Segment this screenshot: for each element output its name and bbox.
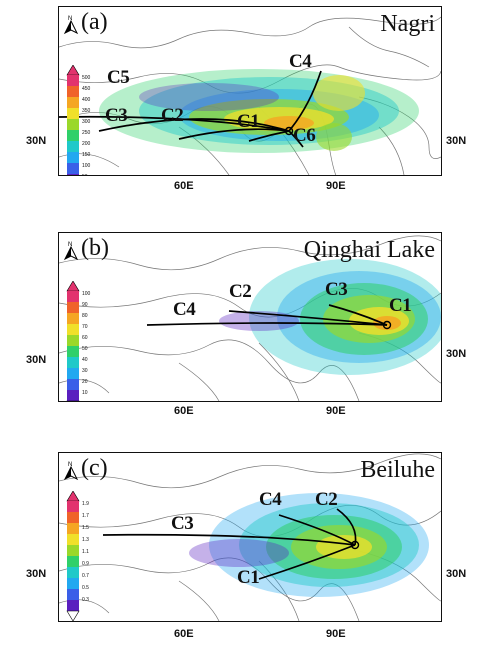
colorbar-tick: 250 bbox=[82, 130, 91, 136]
cluster-label: C1 bbox=[237, 567, 260, 588]
site-marker-c bbox=[350, 540, 360, 550]
north-arrow-icon-a: N bbox=[63, 13, 79, 35]
svg-text:N: N bbox=[68, 16, 72, 22]
panel-a-map: N (a) Nagri 500 450 400 350 300 250 200 … bbox=[58, 6, 442, 176]
cluster-paths-b bbox=[146, 304, 388, 326]
colorbar-a bbox=[65, 65, 81, 175]
lon-label-a-90e: 90E bbox=[326, 180, 346, 192]
colorbar-tick: 30 bbox=[82, 368, 88, 374]
cluster-label: C3 bbox=[105, 105, 128, 126]
lat-label-a-right: 30N bbox=[446, 135, 467, 147]
colorbar-tick: 0.9 bbox=[82, 561, 89, 567]
colorbar-tick: 50 bbox=[82, 174, 88, 175]
north-arrow-icon-c: N bbox=[63, 459, 79, 481]
colorbar-tick: 0.5 bbox=[82, 585, 89, 591]
colorbar-tick: 100 bbox=[82, 291, 91, 297]
colorbar-tick: 20 bbox=[82, 379, 88, 385]
cluster-label: C1 bbox=[389, 295, 412, 316]
cluster-label: C5 bbox=[107, 67, 130, 88]
colorbar-tick: 450 bbox=[82, 86, 91, 92]
colorbar-tick: 150 bbox=[82, 152, 91, 158]
colorbar-tick: 60 bbox=[82, 335, 88, 341]
cluster-label: C2 bbox=[161, 105, 184, 126]
lon-label-b-60e: 60E bbox=[174, 405, 194, 417]
panel-label-c: (c) bbox=[81, 455, 108, 481]
colorbar-tick: 200 bbox=[82, 141, 91, 147]
cluster-label: C4 bbox=[289, 51, 312, 72]
cluster-label: C2 bbox=[315, 489, 338, 510]
cluster-label: C4 bbox=[173, 299, 196, 320]
map-c-canvas bbox=[59, 453, 441, 621]
lat-label-a-left: 30N bbox=[26, 135, 47, 147]
cluster-label: C4 bbox=[259, 489, 282, 510]
panel-label-a: (a) bbox=[81, 9, 108, 35]
lat-label-c-right: 30N bbox=[446, 568, 467, 580]
colorbar-tick: 40 bbox=[82, 357, 88, 363]
colorbar-tick: 400 bbox=[82, 97, 91, 103]
colorbar-tick: 1.9 bbox=[82, 501, 89, 507]
map-a-canvas bbox=[59, 16, 441, 175]
cluster-paths-a bbox=[59, 70, 322, 148]
svg-text:N: N bbox=[68, 242, 72, 248]
lat-label-c-left: 30N bbox=[26, 568, 47, 580]
lon-label-c-60e: 60E bbox=[174, 628, 194, 640]
colorbar-tick: 500 bbox=[82, 75, 91, 81]
colorbar-tick: 10 bbox=[82, 390, 88, 396]
panel-b-map: N (b) Qinghai Lake 100 90 80 70 60 50 40… bbox=[58, 232, 442, 402]
cluster-label: C2 bbox=[229, 281, 252, 302]
colorbar-tick: 70 bbox=[82, 324, 88, 330]
panel-c-map: N (c) Beiluhe 1.9 1.7 1.5 1.3 1.1 0.9 0.… bbox=[58, 452, 442, 622]
colorbar-tick: 1.1 bbox=[82, 549, 89, 555]
colorbar-c bbox=[65, 491, 81, 621]
trajectory-density-c bbox=[189, 493, 429, 597]
lon-label-a-60e: 60E bbox=[174, 180, 194, 192]
colorbar-tick: 90 bbox=[82, 302, 88, 308]
north-arrow-icon-b: N bbox=[63, 239, 79, 261]
colorbar-tick: 50 bbox=[82, 346, 88, 352]
lat-label-b-right: 30N bbox=[446, 348, 467, 360]
colorbar-tick: 80 bbox=[82, 313, 88, 319]
svg-text:N: N bbox=[68, 462, 72, 468]
cluster-paths-c bbox=[102, 508, 357, 580]
cluster-label: C3 bbox=[325, 279, 348, 300]
site-name-c: Beiluhe bbox=[360, 457, 435, 483]
colorbar-tick: 300 bbox=[82, 119, 91, 125]
trajectory-density-b bbox=[219, 259, 441, 375]
cluster-label: C6 bbox=[293, 125, 316, 146]
colorbar-tick: 0.3 bbox=[82, 597, 89, 603]
site-marker-a bbox=[284, 126, 294, 136]
colorbar-tick: 1.5 bbox=[82, 525, 89, 531]
site-marker-b bbox=[382, 320, 392, 330]
site-name-b: Qinghai Lake bbox=[303, 237, 435, 263]
lon-label-b-90e: 90E bbox=[326, 405, 346, 417]
colorbar-tick: 0.7 bbox=[82, 573, 89, 579]
site-name-a: Nagri bbox=[380, 11, 435, 37]
colorbar-tick: 1.7 bbox=[82, 513, 89, 519]
colorbar-tick: 350 bbox=[82, 108, 91, 114]
colorbar-tick: 100 bbox=[82, 163, 91, 169]
coastlines-c bbox=[59, 453, 441, 621]
lat-label-b-left: 30N bbox=[26, 354, 47, 366]
colorbar-b bbox=[65, 281, 81, 401]
colorbar-tick: 1.3 bbox=[82, 537, 89, 543]
cluster-label: C1 bbox=[237, 111, 260, 132]
trajectory-density-a bbox=[99, 69, 419, 153]
cluster-label: C3 bbox=[171, 513, 194, 534]
panel-label-b: (b) bbox=[81, 235, 109, 261]
lon-label-c-90e: 90E bbox=[326, 628, 346, 640]
map-b-canvas bbox=[59, 235, 441, 401]
